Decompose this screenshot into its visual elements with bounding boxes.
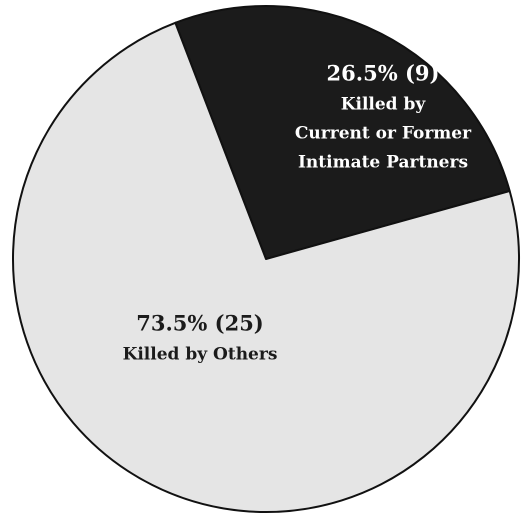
- pie-slice: [174, 5, 511, 260]
- value-label: 26.5% (9): [327, 61, 440, 86]
- category-label: Killed by: [341, 95, 427, 115]
- category-label: Killed by Others: [123, 345, 278, 365]
- pie-slice: [12, 21, 520, 513]
- category-label: Intimate Partners: [298, 153, 468, 173]
- category-label: Current or Former: [295, 124, 472, 144]
- value-label: 73.5% (25): [136, 311, 264, 336]
